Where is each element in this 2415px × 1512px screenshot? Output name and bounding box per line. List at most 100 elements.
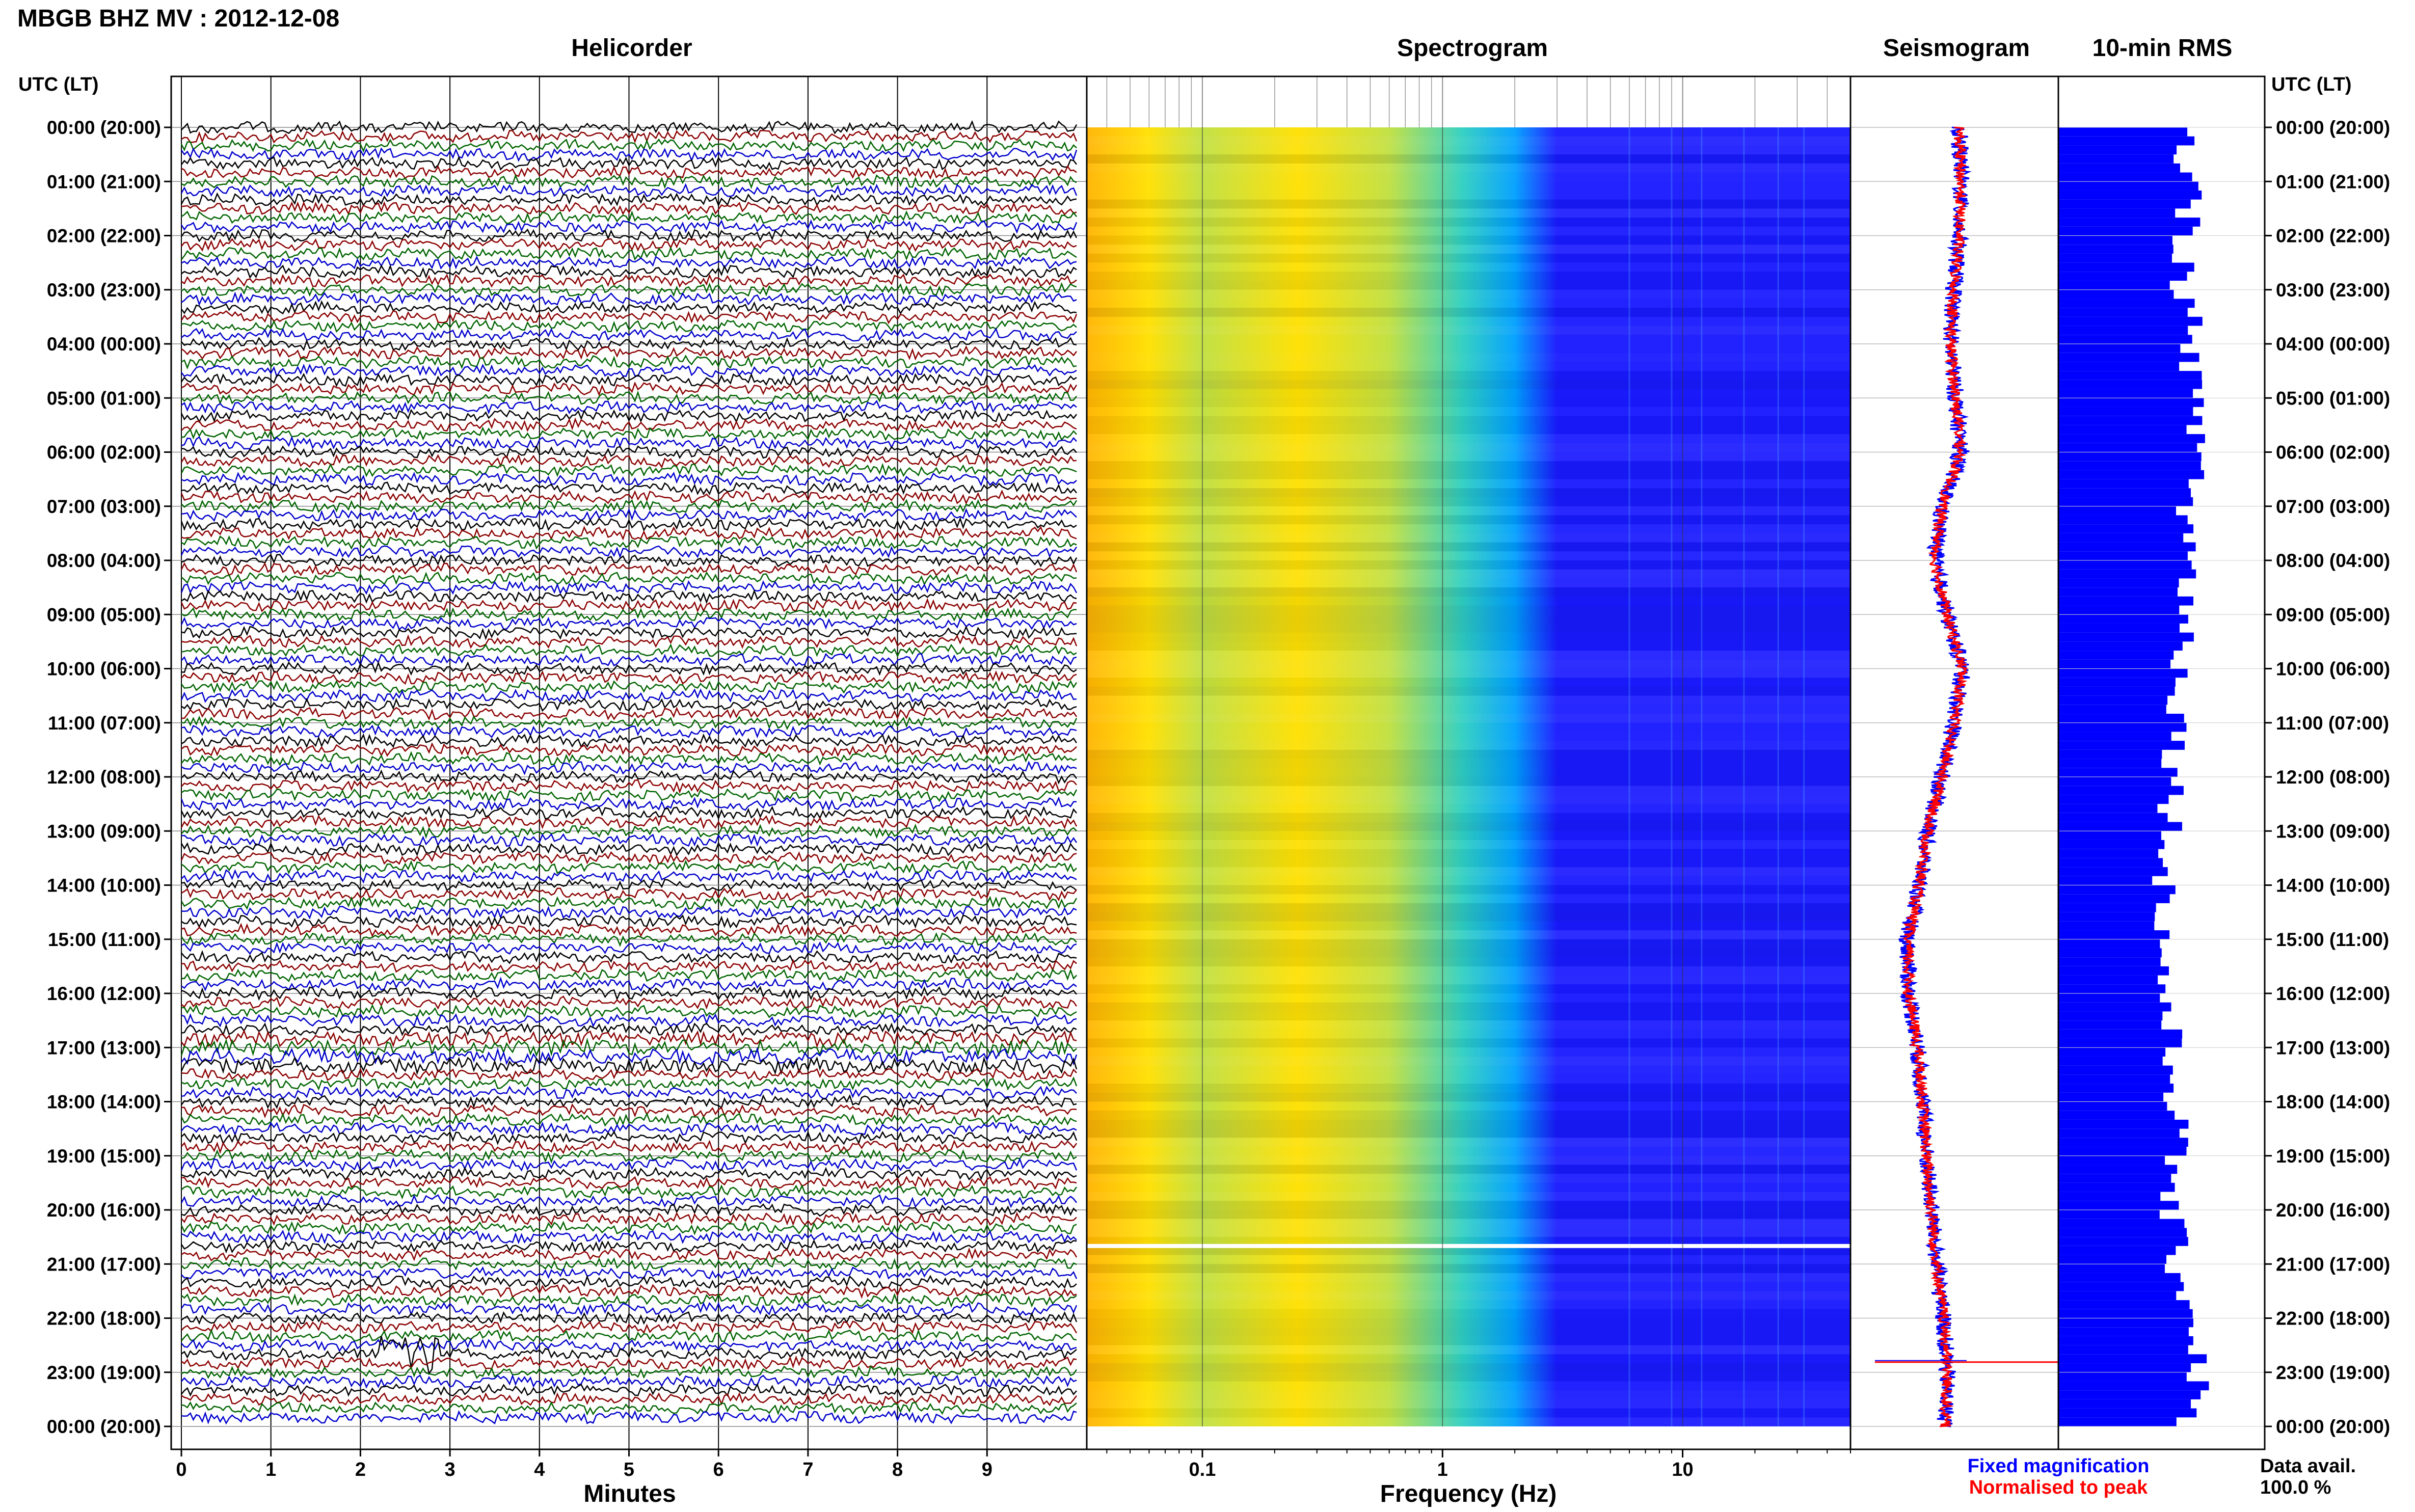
helicorder-trace xyxy=(181,1022,1077,1037)
rms-bar xyxy=(2058,289,2174,299)
rms-bar xyxy=(2058,759,2162,768)
helicorder-trace xyxy=(181,950,1077,964)
rms-bar xyxy=(2058,1237,2188,1246)
spectrogram-row xyxy=(1087,993,1850,1003)
seismogram-title: Seismogram xyxy=(1883,35,2030,62)
rms-bar xyxy=(2058,281,2170,290)
helicorder-trace xyxy=(181,913,1077,929)
rms-bar xyxy=(2058,1020,2162,1030)
rms-bar xyxy=(2058,1336,2193,1345)
rms-bar xyxy=(2058,344,2181,353)
helicorder-trace xyxy=(181,742,1077,758)
helicorder-trace xyxy=(181,859,1077,875)
rms-bar xyxy=(2058,678,2176,687)
rms-bar xyxy=(2058,1174,2171,1183)
helicorder-trace xyxy=(181,923,1077,938)
left-time-label: 03:00 (23:00) xyxy=(47,280,161,301)
rms-bar xyxy=(2058,479,2189,489)
helicorder-trace xyxy=(181,445,1077,460)
helicorder-trace xyxy=(181,345,1078,361)
spectrogram-row xyxy=(1087,308,1850,317)
helicorder-trace xyxy=(181,535,1077,550)
helicorder-trace xyxy=(180,1221,1077,1235)
rms-bar xyxy=(2058,1201,2179,1210)
rms-bar xyxy=(2058,587,2178,597)
rms-bar xyxy=(2058,371,2202,380)
spectrogram-row xyxy=(1087,651,1850,660)
helicorder-trace xyxy=(181,1320,1078,1334)
right-time-label: 05:00 (01:00) xyxy=(2276,388,2390,409)
rms-bar xyxy=(2058,1219,2185,1228)
spectrogram-row xyxy=(1087,407,1850,416)
helicorder-trace xyxy=(180,932,1077,947)
helicorder-trace xyxy=(180,851,1077,866)
spectrogram-row xyxy=(1087,948,1850,958)
spectrogram-row xyxy=(1087,181,1850,191)
rms-bar xyxy=(2058,749,2162,759)
left-time-label: 15:00 (11:00) xyxy=(48,929,161,950)
helicorder-trace xyxy=(180,489,1077,505)
rms-bar xyxy=(2058,858,2163,868)
left-time-label: 17:00 (13:00) xyxy=(47,1037,161,1058)
right-time-label: 15:00 (11:00) xyxy=(2276,929,2389,950)
helicorder-trace xyxy=(181,977,1077,992)
rms-bar xyxy=(2058,849,2159,858)
helicorder-trace xyxy=(180,688,1077,703)
spectrogram-row xyxy=(1087,921,1850,931)
helicorder-trace xyxy=(181,1121,1077,1137)
rms-bar xyxy=(2058,1138,2188,1147)
helicorder-trace xyxy=(181,571,1077,586)
spectrogram-row xyxy=(1087,506,1850,516)
helicorder-trace xyxy=(181,697,1077,712)
left-time-label: 21:00 (17:00) xyxy=(47,1254,161,1275)
spectrogram-row xyxy=(1087,732,1850,741)
rms-bar xyxy=(2058,948,2162,958)
helicorder-trace xyxy=(181,968,1077,982)
spectrogram-row xyxy=(1087,1002,1850,1012)
helicorder-trace xyxy=(181,246,1077,261)
helicorder-trace xyxy=(181,1229,1077,1245)
helicorder-trace xyxy=(181,1176,1077,1191)
helicorder-trace xyxy=(181,1211,1077,1227)
helicorder-trace xyxy=(181,390,1077,405)
helicorder-trace xyxy=(180,1194,1077,1208)
right-time-label: 04:00 (00:00) xyxy=(2276,334,2390,355)
helicorder-trace xyxy=(180,1157,1078,1172)
spectrogram-row xyxy=(1087,1255,1850,1264)
rms-bar xyxy=(2058,659,2171,669)
spectrogram-row xyxy=(1087,1119,1850,1129)
spectrogram-row xyxy=(1087,470,1850,479)
rms-bar xyxy=(2058,795,2169,804)
helicorder-panel xyxy=(171,76,1087,1449)
spectrogram-row xyxy=(1087,695,1850,705)
helicorder-trace xyxy=(181,1094,1077,1110)
minute-tick-label: 4 xyxy=(534,1459,545,1480)
helicorder-trace xyxy=(181,1086,1077,1100)
helicorder-trace xyxy=(181,1257,1077,1271)
rms-bar xyxy=(2058,939,2160,949)
rms-bar xyxy=(2058,614,2188,624)
right-time-label: 07:00 (03:00) xyxy=(2276,496,2390,517)
rms-bar xyxy=(2058,308,2188,317)
rms-bar xyxy=(2058,1029,2183,1039)
helicorder-trace xyxy=(181,1383,1077,1397)
rms-bar xyxy=(2058,632,2194,642)
rms-bar xyxy=(2058,443,2197,452)
spectrogram-row xyxy=(1087,777,1850,786)
spectrogram-row xyxy=(1087,172,1850,182)
rms-bar xyxy=(2058,912,2155,922)
right-time-label: 00:00 (20:00) xyxy=(2276,1416,2390,1437)
spectrogram-row xyxy=(1087,245,1850,254)
spectrogram-row xyxy=(1087,145,1850,155)
left-axis-header: UTC (LT) xyxy=(18,74,99,95)
rms-bar xyxy=(2058,551,2188,561)
spectrogram-row xyxy=(1087,380,1850,389)
spectrogram-row xyxy=(1087,1011,1850,1021)
rms-bar xyxy=(2058,596,2193,606)
rms-bar xyxy=(2058,804,2158,813)
helicorder-trace xyxy=(181,201,1077,215)
helicorder-trace xyxy=(180,310,1078,325)
rms-bar xyxy=(2058,1128,2180,1138)
spectrogram-row xyxy=(1087,1399,1850,1409)
rms-bar xyxy=(2058,722,2187,732)
